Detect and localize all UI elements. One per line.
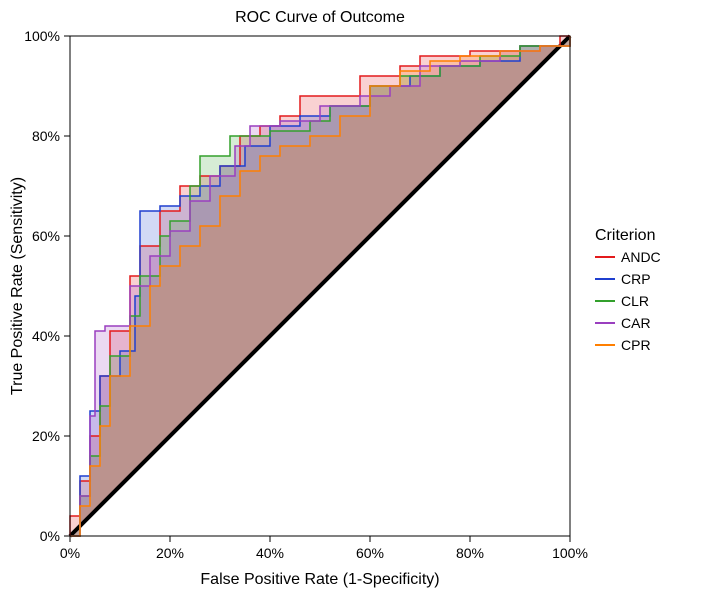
legend: Criterion ANDC CRP CLR CAR CPR (595, 227, 661, 353)
y-axis-label: True Positive Rate (Sensitivity) (9, 177, 26, 395)
x-axis-label: False Positive Rate (1-Specificity) (200, 571, 439, 588)
x-tick-label: 60% (356, 545, 384, 561)
legend-item-crp: CRP (595, 271, 651, 287)
x-tick-label: 100% (552, 545, 588, 561)
chart-title: ROC Curve of Outcome (235, 9, 405, 26)
legend-item-clr: CLR (595, 293, 649, 309)
y-tick-label: 20% (32, 428, 60, 444)
legend-item-cpr: CPR (595, 337, 651, 353)
y-tick-label: 0% (40, 528, 60, 544)
x-tick-label: 80% (456, 545, 484, 561)
roc-chart-svg: ROC Curve of Outcome True Positive Rate … (0, 0, 709, 607)
legend-item-andc: ANDC (595, 249, 661, 265)
y-tick-label: 80% (32, 128, 60, 144)
legend-items: ANDC CRP CLR CAR CPR (595, 249, 661, 353)
x-tick-label: 40% (256, 545, 284, 561)
y-tick-label: 100% (24, 28, 60, 44)
plot-area: 0% 20% 40% 60% 80% 100% 0% 20% 40% 60% 80% 100% (24, 28, 588, 561)
legend-item-car: CAR (595, 315, 651, 331)
legend-label: CRP (621, 271, 651, 287)
legend-label: ANDC (621, 249, 661, 265)
y-tick-label: 60% (32, 228, 60, 244)
roc-chart: ROC Curve of Outcome True Positive Rate … (0, 0, 709, 607)
legend-label: CAR (621, 315, 651, 331)
x-tick-label: 20% (156, 545, 184, 561)
legend-label: CLR (621, 293, 649, 309)
y-tick-label: 40% (32, 328, 60, 344)
x-tick-label: 0% (60, 545, 80, 561)
legend-title: Criterion (595, 227, 655, 244)
legend-label: CPR (621, 337, 651, 353)
